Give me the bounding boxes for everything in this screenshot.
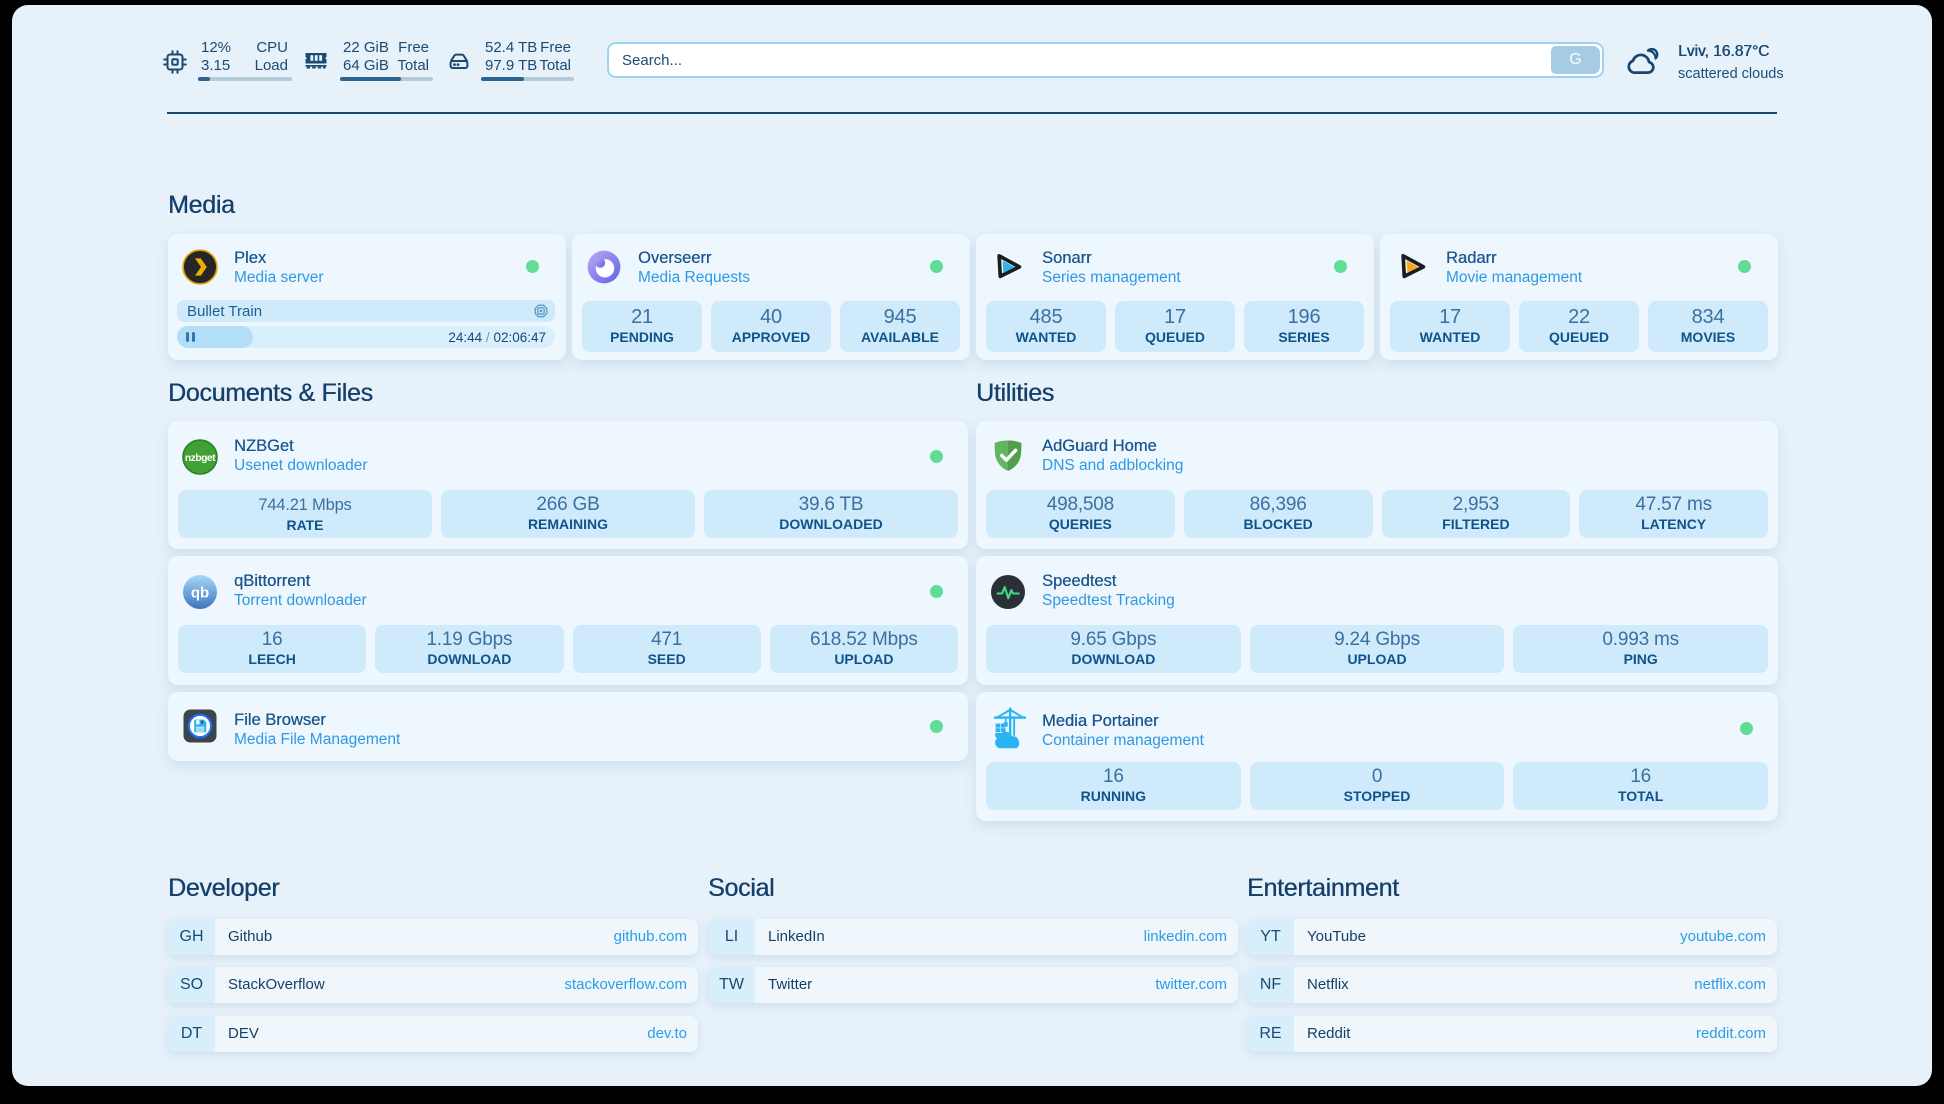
svg-text:nzbget: nzbget <box>185 453 216 464</box>
svg-text:qb: qb <box>191 584 209 601</box>
